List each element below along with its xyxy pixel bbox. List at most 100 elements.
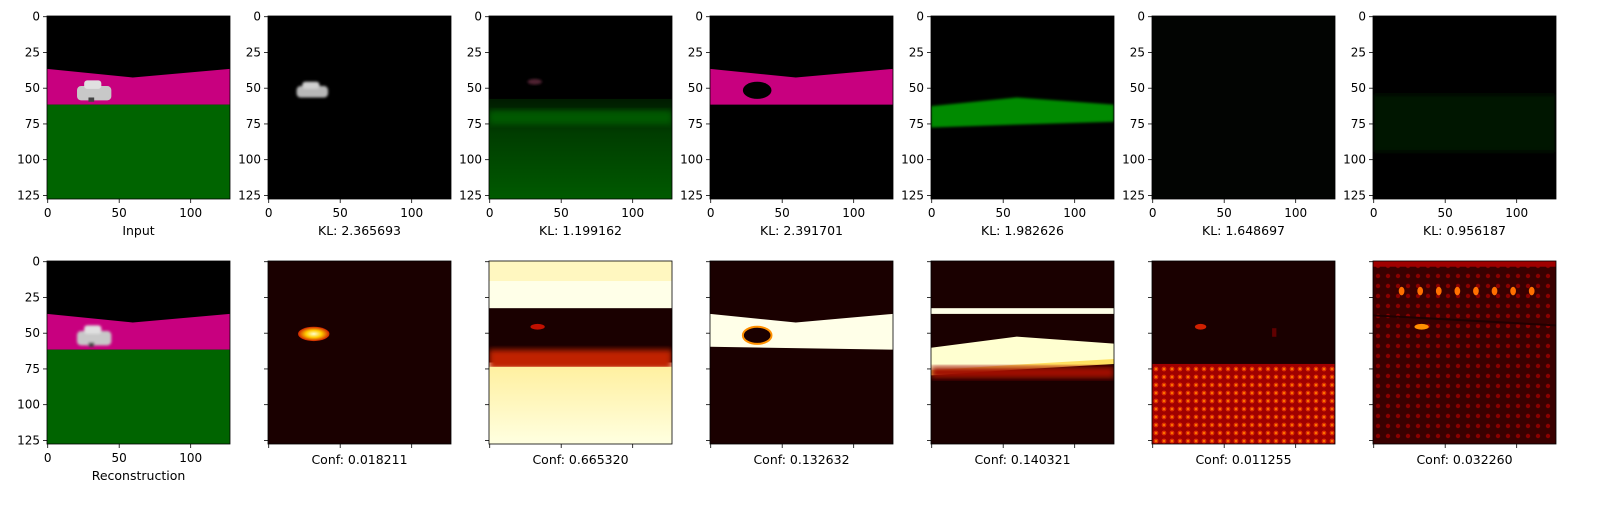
panel-caption: Conf: 0.132632	[753, 452, 849, 467]
faint-region	[1373, 94, 1556, 152]
car-trace	[527, 78, 542, 85]
car-spot	[1414, 323, 1429, 330]
panel-image	[710, 261, 893, 444]
y-tick-label: 25	[688, 45, 703, 59]
panel-image	[931, 16, 1114, 199]
panel-caption: Conf: 0.018211	[311, 452, 407, 467]
y-tick-label: 125	[17, 433, 40, 447]
car-body	[296, 86, 329, 98]
y-tick-label: 50	[688, 81, 703, 95]
heat-top	[489, 261, 672, 282]
y-tick-label: 100	[680, 153, 703, 167]
x-tick-label: 100	[621, 206, 644, 220]
hot-dot	[1435, 286, 1442, 296]
y-tick-label: 0	[474, 10, 482, 24]
panel-r0-c0: 0 50 100 0 25 50 75 100 125 Input	[17, 10, 231, 238]
panel-image	[1152, 16, 1335, 199]
y-tick-label: 0	[1137, 10, 1145, 24]
panel-caption: Conf: 0.011255	[1195, 452, 1291, 467]
panel-caption: Reconstruction	[92, 468, 186, 483]
background	[710, 16, 893, 199]
y-tick-label: 125	[459, 188, 482, 202]
panel-image	[268, 261, 451, 444]
panel-caption: KL: 2.391701	[760, 223, 843, 238]
panel-r1-c5: Conf: 0.011255	[1148, 260, 1336, 467]
x-tick-label: 100	[179, 206, 202, 220]
y-tick-label: 0	[695, 10, 703, 24]
y-tick-label: 100	[901, 153, 924, 167]
top-edge	[1373, 261, 1556, 267]
x-tick-label: 50	[333, 206, 348, 220]
y-tick-label: 0	[916, 10, 924, 24]
x-tick-label: 50	[554, 206, 569, 220]
y-tick-label: 75	[467, 117, 482, 131]
x-tick-label: 50	[1217, 206, 1232, 220]
y-tick-label: 0	[32, 255, 40, 269]
y-tick-label: 50	[246, 81, 261, 95]
panel-image	[489, 16, 672, 199]
y-tick-label: 100	[238, 153, 261, 167]
spot	[1272, 328, 1277, 337]
x-tick-label: 100	[1505, 206, 1528, 220]
car-object	[77, 80, 112, 102]
y-tick-label: 25	[1130, 45, 1145, 59]
panel-image	[1152, 261, 1335, 444]
panel-image	[47, 261, 230, 444]
x-tick-label: 100	[1063, 206, 1086, 220]
axes-frame	[1372, 15, 1557, 200]
y-tick-label: 75	[688, 117, 703, 131]
y-tick-label: 100	[1343, 153, 1366, 167]
x-tick-label: 100	[400, 206, 423, 220]
panel-r0-c2: 0 50 100 0 25 50 75 100 125 KL: 1.199162	[459, 10, 673, 238]
axes-frame	[1151, 260, 1336, 445]
car-hotspot	[298, 326, 330, 342]
panel-caption: KL: 0.956187	[1423, 223, 1506, 238]
y-tick-label: 75	[25, 117, 40, 131]
axes-frame	[1372, 260, 1557, 445]
axes-frame	[488, 15, 673, 200]
x-tick-label: 50	[112, 451, 127, 465]
x-tick-label: 100	[1284, 206, 1307, 220]
car-hole	[742, 81, 772, 99]
panel-caption: Conf: 0.665320	[532, 452, 628, 467]
panel-caption: Conf: 0.032260	[1416, 452, 1512, 467]
car-spot	[1194, 323, 1207, 330]
car-body	[77, 86, 112, 101]
band-fade	[931, 366, 1114, 379]
panel-image	[1373, 261, 1556, 444]
car-wheel	[88, 342, 95, 347]
y-tick-label: 0	[253, 10, 261, 24]
panel-r0-c3: 0 50 100 0 25 50 75 100 125 KL: 2.391701	[680, 10, 894, 238]
x-tick-label: 50	[1438, 206, 1453, 220]
y-tick-label: 125	[1343, 188, 1366, 202]
x-tick-label: 50	[775, 206, 790, 220]
y-tick-label: 25	[1351, 45, 1366, 59]
panel-caption: KL: 1.199162	[539, 223, 622, 238]
ground-edge	[489, 110, 672, 125]
hot-dot	[1454, 286, 1461, 296]
hot-dot	[1491, 286, 1498, 296]
car-roof	[84, 325, 102, 334]
y-tick-label: 50	[25, 81, 40, 95]
x-tick-label: 0	[1149, 206, 1157, 220]
panel-r1-c3: Conf: 0.132632	[706, 260, 894, 467]
hot-dot	[1417, 286, 1424, 296]
y-tick-label: 125	[901, 188, 924, 202]
panel-r1-c6: Conf: 0.032260	[1369, 260, 1557, 467]
y-tick-label: 125	[238, 188, 261, 202]
y-tick-label: 75	[25, 362, 40, 376]
y-tick-label: 100	[459, 153, 482, 167]
car-roof	[302, 81, 320, 89]
edge-line	[1373, 314, 1556, 327]
y-tick-label: 75	[246, 117, 261, 131]
y-tick-label: 25	[467, 45, 482, 59]
x-tick-label: 50	[112, 206, 127, 220]
y-tick-label: 50	[25, 326, 40, 340]
y-tick-label: 25	[25, 290, 40, 304]
x-tick-label: 0	[486, 206, 494, 220]
hot-dot	[1398, 286, 1405, 296]
panel-caption: KL: 1.648697	[1202, 223, 1285, 238]
panel-image	[931, 261, 1114, 444]
ground-band	[931, 97, 1114, 128]
